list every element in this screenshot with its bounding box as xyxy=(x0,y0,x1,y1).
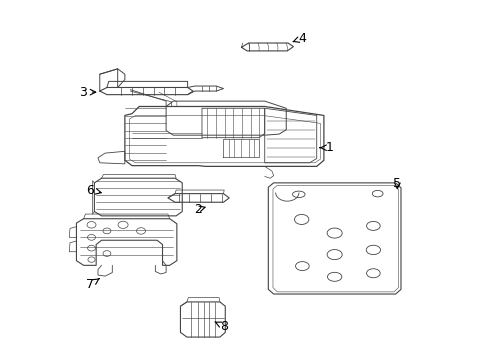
Text: 8: 8 xyxy=(215,320,228,333)
Text: 2: 2 xyxy=(194,203,205,216)
Text: 3: 3 xyxy=(79,86,96,99)
Text: 7: 7 xyxy=(86,278,99,291)
Text: 4: 4 xyxy=(293,32,306,45)
Text: 6: 6 xyxy=(86,184,101,197)
Text: 1: 1 xyxy=(320,141,333,154)
Text: 5: 5 xyxy=(393,177,401,190)
